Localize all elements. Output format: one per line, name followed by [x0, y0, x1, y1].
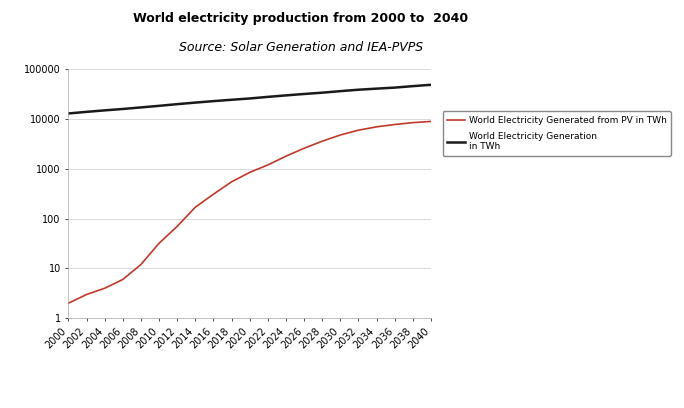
World Electricity Generated from PV in TWh — [337, 133, 345, 137]
World Electricity Generated from PV in TWh — [282, 154, 290, 159]
World Electricity Generated from PV in TWh — [101, 286, 109, 291]
World Electricity Generated from PV in TWh — [246, 170, 254, 175]
Line: World Electricity Generated from PV in TWh: World Electricity Generated from PV in T… — [68, 122, 431, 303]
World Electricity Generation
in TWh — [192, 100, 200, 105]
World Electricity Generated from PV in TWh — [373, 124, 381, 129]
World Electricity Generation
in TWh — [373, 86, 381, 91]
World Electricity Generation
in TWh — [209, 99, 218, 104]
World Electricity Generation
in TWh — [409, 84, 417, 89]
World Electricity Generated from PV in TWh — [391, 122, 399, 127]
World Electricity Generation
in TWh — [427, 82, 435, 87]
Line: World Electricity Generation
in TWh: World Electricity Generation in TWh — [68, 85, 431, 113]
World Electricity Generation
in TWh — [282, 93, 290, 98]
World Electricity Generated from PV in TWh — [119, 277, 127, 282]
World Electricity Generation
in TWh — [155, 103, 163, 108]
Legend: World Electricity Generated from PV in TWh, World Electricity Generation
in TWh: World Electricity Generated from PV in T… — [443, 111, 671, 156]
World Electricity Generated from PV in TWh — [427, 119, 435, 124]
World Electricity Generated from PV in TWh — [192, 205, 200, 210]
World Electricity Generated from PV in TWh — [409, 120, 417, 125]
World Electricity Generated from PV in TWh — [64, 301, 73, 306]
World Electricity Generation
in TWh — [264, 94, 272, 99]
Text: World electricity production from 2000 to  2040: World electricity production from 2000 t… — [133, 12, 469, 25]
World Electricity Generation
in TWh — [318, 90, 326, 95]
World Electricity Generated from PV in TWh — [228, 180, 236, 184]
Text: Source: Solar Generation and IEA-PVPS: Source: Solar Generation and IEA-PVPS — [179, 41, 423, 54]
World Electricity Generation
in TWh — [101, 108, 109, 113]
World Electricity Generation
in TWh — [391, 85, 399, 90]
World Electricity Generation
in TWh — [64, 111, 73, 116]
World Electricity Generation
in TWh — [228, 98, 236, 102]
World Electricity Generation
in TWh — [337, 89, 345, 93]
World Electricity Generated from PV in TWh — [209, 192, 218, 197]
World Electricity Generated from PV in TWh — [318, 139, 326, 144]
World Electricity Generated from PV in TWh — [173, 224, 181, 229]
World Electricity Generated from PV in TWh — [137, 262, 145, 267]
World Electricity Generated from PV in TWh — [155, 241, 163, 246]
World Electricity Generation
in TWh — [300, 91, 308, 96]
World Electricity Generation
in TWh — [354, 87, 363, 92]
World Electricity Generated from PV in TWh — [300, 146, 308, 151]
World Electricity Generated from PV in TWh — [264, 162, 272, 167]
World Electricity Generated from PV in TWh — [354, 128, 363, 133]
World Electricity Generation
in TWh — [173, 102, 181, 106]
World Electricity Generation
in TWh — [119, 106, 127, 111]
World Electricity Generation
in TWh — [137, 105, 145, 110]
World Electricity Generated from PV in TWh — [83, 292, 91, 297]
World Electricity Generation
in TWh — [246, 96, 254, 101]
World Electricity Generation
in TWh — [83, 109, 91, 114]
